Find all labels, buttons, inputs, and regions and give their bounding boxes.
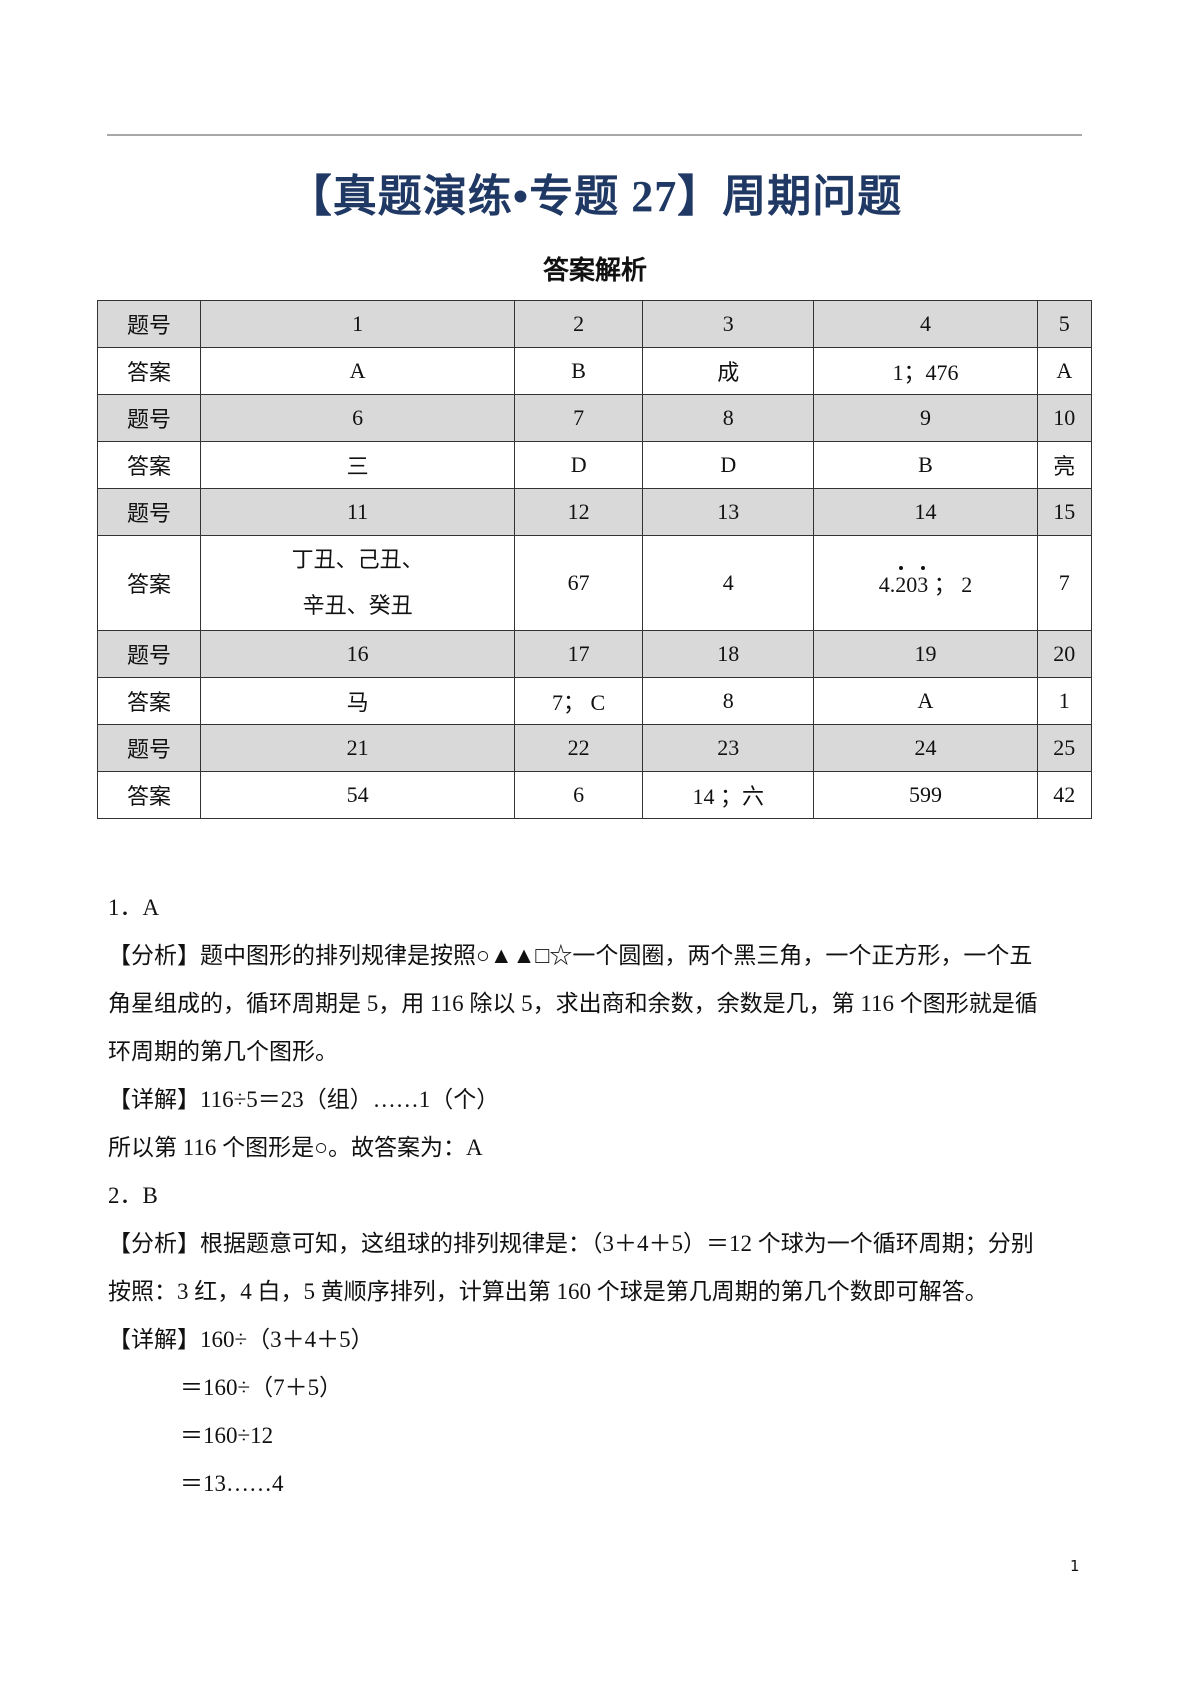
answer-line: 丁丑、己丑、	[291, 547, 424, 572]
answer-cell: 4.203 ； 2	[813, 535, 1038, 631]
question-number-cell: 21	[199, 724, 516, 772]
answer-cell: 成	[642, 347, 815, 395]
question-number-row: 题号 16 17 18 19 20	[97, 630, 1093, 678]
answer-heading: 1．A	[108, 895, 160, 920]
paragraph-line: 角星组成的，循环周期是 5，用 116 除以 5，求出商和余数，余数是几，第 1…	[108, 991, 1038, 1016]
paragraph-line: 环周期的第几个图形。	[108, 1039, 338, 1064]
question-number-cell: 23	[642, 724, 815, 772]
answer-cell: 6	[514, 771, 644, 819]
question-number-cell: 7	[514, 394, 644, 442]
question-number-row: 题号 6 7 8 9 10	[97, 394, 1093, 442]
answer-cell: 8	[642, 677, 815, 725]
question-number-cell: 4	[813, 300, 1038, 348]
recurring-decimal: 4.203	[878, 566, 929, 597]
question-number-cell: 2	[514, 300, 644, 348]
question-number-cell: 6	[199, 394, 516, 442]
question-number-cell: 1	[199, 300, 516, 348]
paragraph-line: 【详解】160÷（3＋4＋5）	[108, 1327, 374, 1352]
answer-cell: 599	[813, 771, 1038, 819]
question-number-cell: 10	[1036, 394, 1093, 442]
question-number-row: 题号 1 2 3 4 5	[97, 300, 1093, 348]
answer-row: 答案 54 6 14 ；六 599 42	[97, 771, 1093, 819]
question-number-cell: 22	[514, 724, 644, 772]
section-title: 答案解析	[542, 256, 647, 286]
answer-cell: 马	[199, 677, 516, 725]
question-number-cell: 18	[642, 630, 815, 678]
row-label: 答案	[97, 535, 201, 631]
question-number-cell: 3	[642, 300, 815, 348]
answer-cell: A	[813, 677, 1038, 725]
question-number-cell: 19	[813, 630, 1038, 678]
question-number-cell: 8	[642, 394, 815, 442]
page-number: 1	[1070, 1557, 1080, 1575]
header-rule	[107, 134, 1082, 136]
answer-cell: D	[642, 441, 815, 489]
row-label: 题号	[97, 488, 201, 536]
question-number-cell: 14	[813, 488, 1038, 536]
row-label: 题号	[97, 300, 201, 348]
answer-cell: 三	[199, 441, 516, 489]
equation-line: ＝160÷12	[180, 1423, 274, 1448]
answer-heading: 2．B	[108, 1183, 158, 1208]
answer-table: 题号 1 2 3 4 5 答案 A B 成 1；476 A 题号 6 7 8 9 10 答案三 D D B 亮题号 11 12 1…	[97, 300, 1093, 819]
answer-rest: ； 2	[928, 572, 973, 597]
question-number-cell: 25	[1036, 724, 1093, 772]
answer-cell: A	[199, 347, 516, 395]
question-number-row: 题号 11 12 13 14 15	[97, 488, 1093, 536]
decimal-part: 4.	[878, 572, 896, 597]
row-label: 答案	[97, 677, 201, 725]
answer-cell: 1；476	[813, 347, 1038, 395]
paragraph-line: 【详解】116÷5＝23（组）……1（个）	[108, 1087, 500, 1112]
answer-cell: 14 ；六	[642, 771, 815, 819]
question-number-cell: 13	[642, 488, 815, 536]
equation-line: ＝160÷（7＋5）	[180, 1375, 343, 1400]
decimal-digit: 0	[906, 572, 918, 597]
paragraph-line: 【分析】根据题意可知，这组球的排列规律是：（3＋4＋5）＝12 个球为一个循环周…	[108, 1231, 1034, 1256]
question-number-cell: 5	[1036, 300, 1093, 348]
row-label: 答案	[97, 441, 201, 489]
question-number-cell: 12	[514, 488, 644, 536]
paragraph-line: 所以第 116 个图形是○。故答案为：A	[108, 1135, 483, 1160]
question-number-cell: 9	[813, 394, 1038, 442]
row-label: 题号	[97, 724, 201, 772]
page-title: 【真题演练•专题 27】周期问题	[287, 172, 903, 221]
answer-cell: 丁丑、己丑、 辛丑、癸丑	[199, 535, 516, 631]
row-label: 题号	[97, 394, 201, 442]
row-label: 答案	[97, 771, 201, 819]
paragraph-line: 【分析】题中图形的排列规律是按照○▲▲□☆一个圆圈，两个黑三角，一个正方形，一个…	[108, 943, 1033, 968]
answer-cell: A	[1036, 347, 1093, 395]
question-number-cell: 11	[199, 488, 516, 536]
question-number-cell: 24	[813, 724, 1038, 772]
answer-cell: D	[514, 441, 644, 489]
answer-cell: 42	[1036, 771, 1093, 819]
question-number-cell: 20	[1036, 630, 1093, 678]
answer-row: 答案三 D D B 亮	[97, 441, 1093, 489]
equation-line: ＝13……4	[180, 1471, 284, 1496]
question-number-row: 题号 21 22 23 24 25	[97, 724, 1093, 772]
solution-text: 1．A 【分析】题中图形的排列规律是按照○▲▲□☆一个圆圈，两个黑三角，一个正方…	[108, 884, 1088, 1508]
repeating-digit: 3	[917, 566, 929, 597]
answer-cell: 亮	[1036, 441, 1093, 489]
answer-cell: 1	[1036, 677, 1093, 725]
paragraph-line: 按照：3 红，4 白，5 黄顺序排列，计算出第 160 个球是第几周期的第几个数…	[108, 1279, 988, 1304]
answer-cell: 4	[642, 535, 815, 631]
answer-line: 辛丑、癸丑	[302, 593, 413, 618]
repeating-digit: 2	[895, 566, 907, 597]
answer-cell: 54	[199, 771, 516, 819]
answer-cell: 7； C	[514, 677, 644, 725]
answer-cell: B	[514, 347, 644, 395]
row-label: 答案	[97, 347, 201, 395]
answer-cell: 67	[514, 535, 644, 631]
question-number-cell: 15	[1036, 488, 1093, 536]
answer-cell: 7	[1036, 535, 1093, 631]
question-number-cell: 16	[199, 630, 516, 678]
question-number-cell: 17	[514, 630, 644, 678]
answer-row: 答案 A B 成 1；476 A	[97, 347, 1093, 395]
answer-cell: B	[813, 441, 1038, 489]
row-label: 题号	[97, 630, 201, 678]
